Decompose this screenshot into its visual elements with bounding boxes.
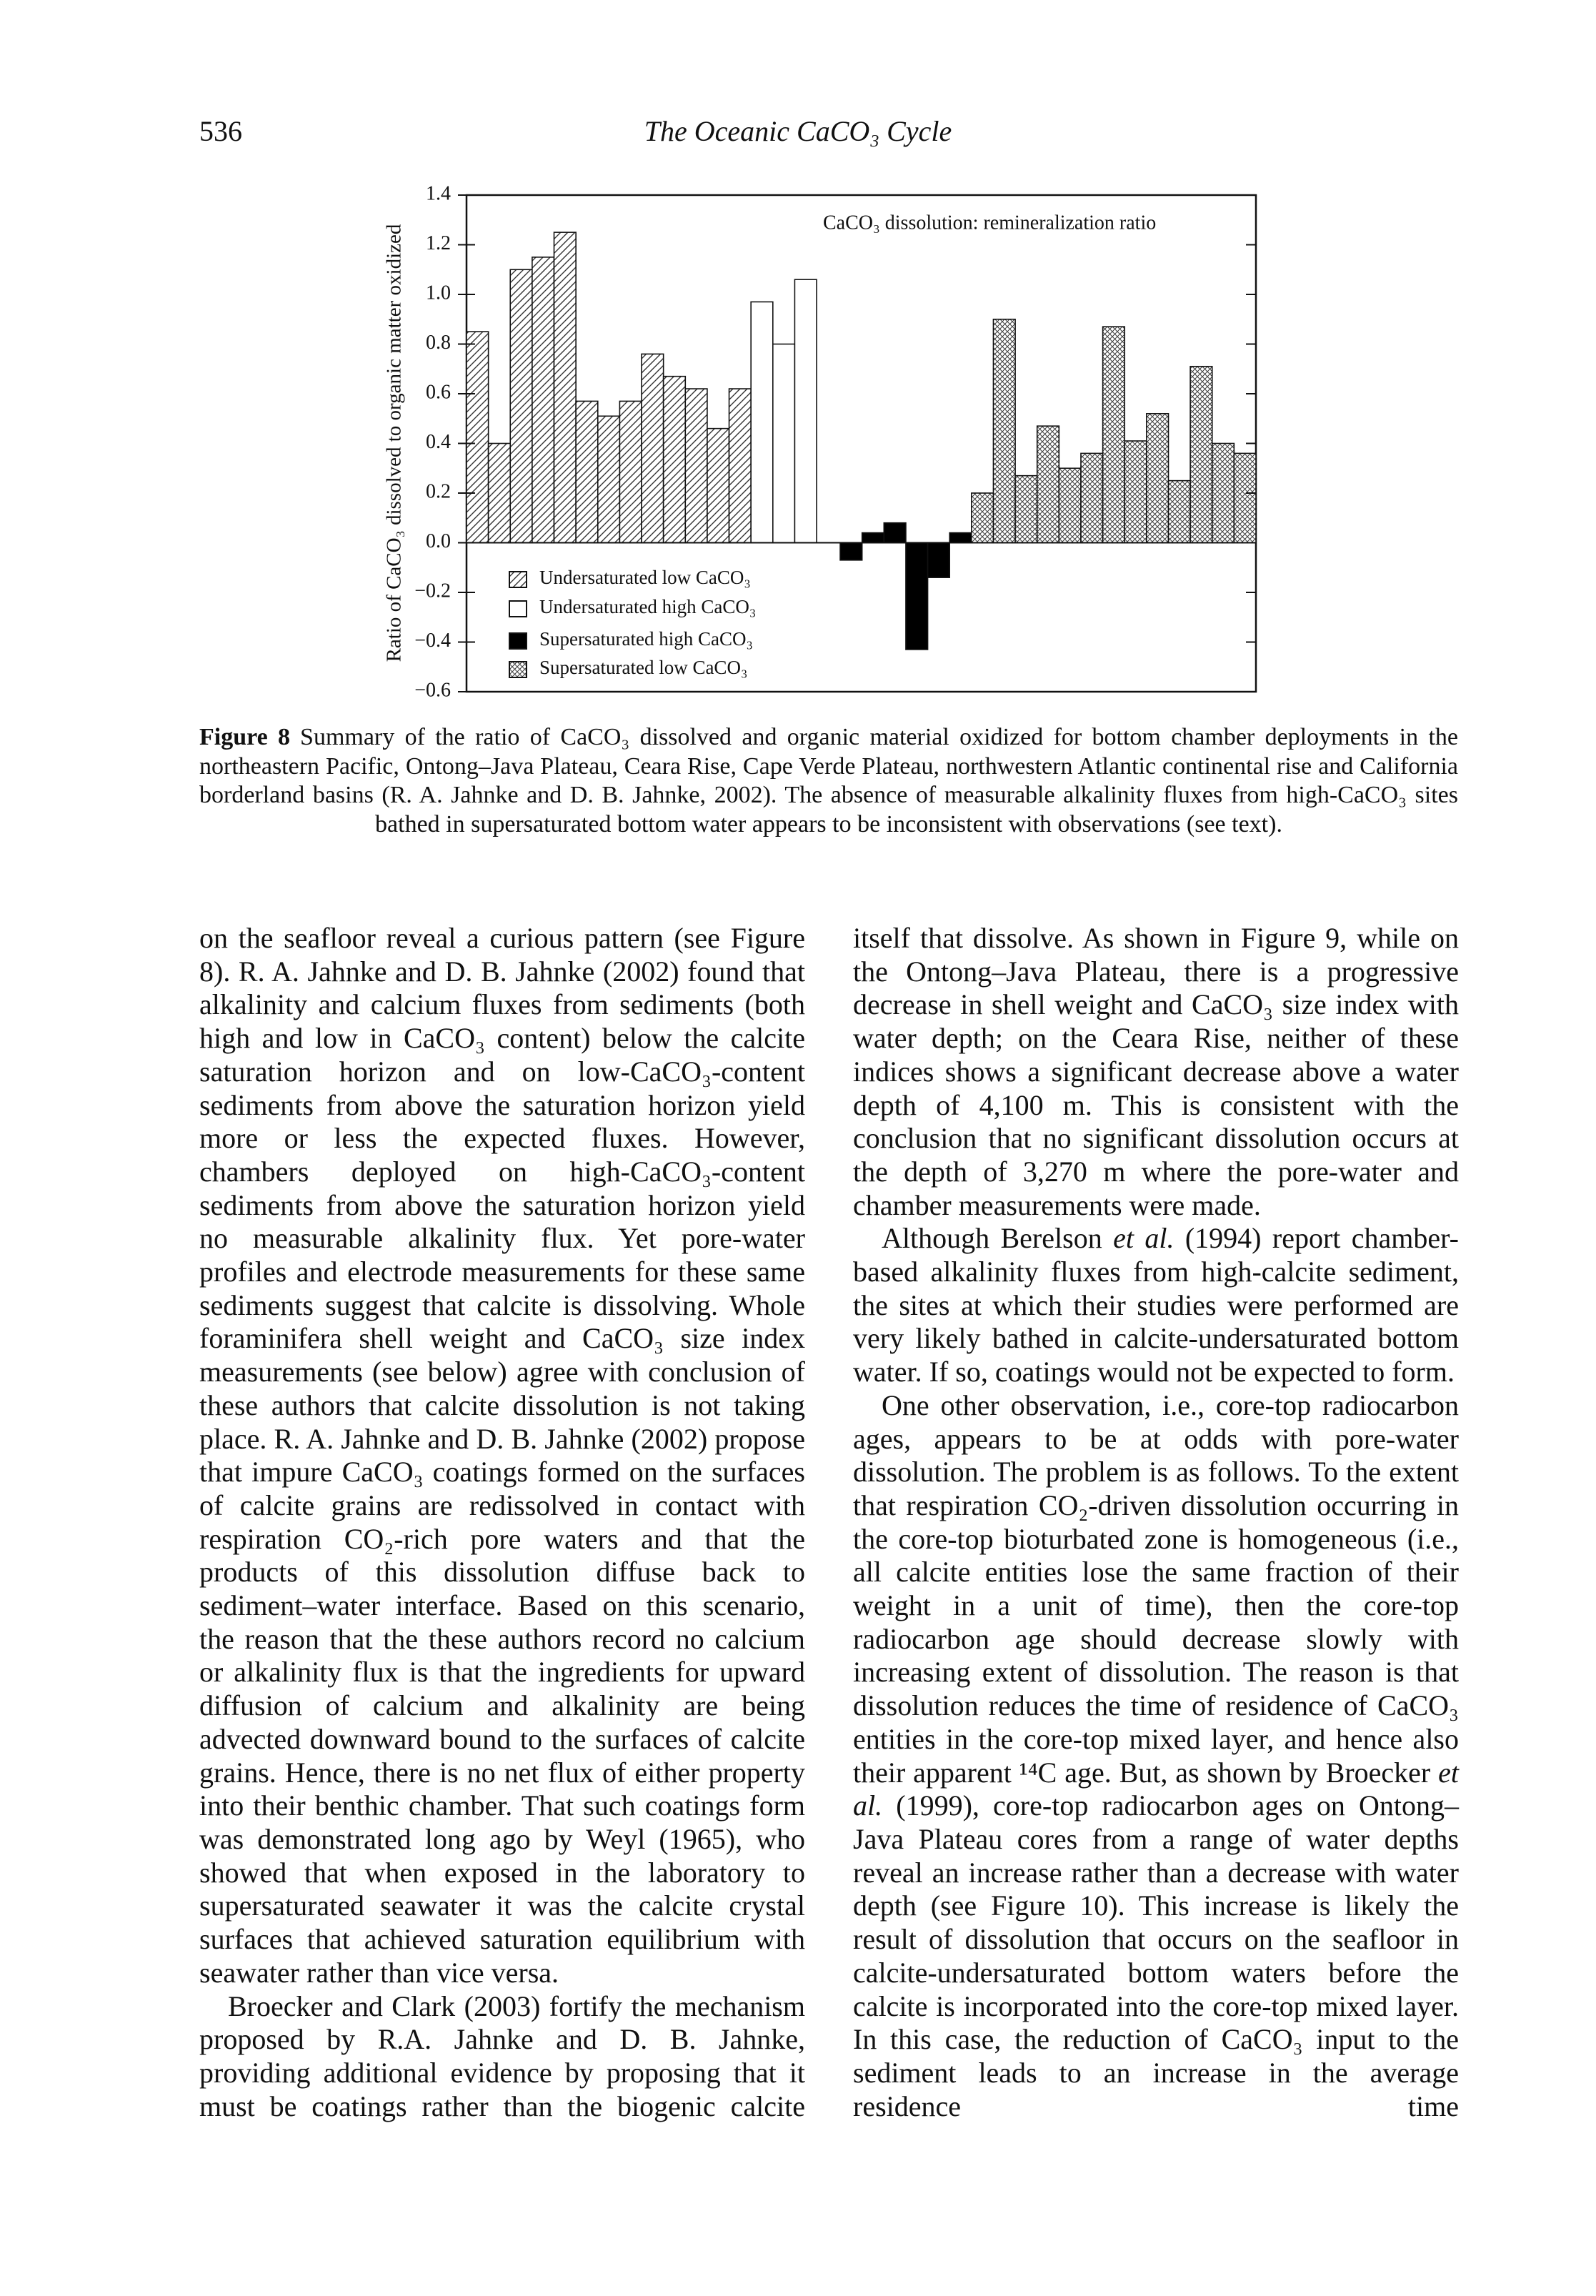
bar <box>750 301 774 544</box>
bar <box>641 353 664 544</box>
y-tick-label: 0.4 <box>426 431 451 453</box>
bar <box>1146 412 1169 544</box>
legend-swatch <box>509 571 527 588</box>
bar <box>487 442 512 544</box>
legend-label: Undersaturated high CaCO₃ <box>539 596 756 617</box>
y-tick-label: 0.2 <box>426 480 451 502</box>
text-column: on the seafloor reveal a curious pattern… <box>199 922 805 2123</box>
paragraph: Although Berelson et al. (1994) report c… <box>853 1222 1459 1389</box>
bar <box>553 232 577 544</box>
bar <box>905 542 929 650</box>
bar <box>1102 326 1126 544</box>
bar <box>1189 365 1213 544</box>
y-tick-label: 0.6 <box>426 381 451 403</box>
y-tick-label: 1.4 <box>426 182 451 204</box>
text-run: itself that dissolve. As shown in Figure… <box>853 922 1459 1221</box>
y-tick-label: −0.2 <box>414 580 451 602</box>
bar <box>662 375 687 544</box>
italic-run: et al. <box>1113 1222 1174 1255</box>
bar <box>532 257 555 544</box>
text-run: Although Berelson <box>882 1222 1114 1255</box>
bar <box>1058 467 1082 544</box>
bar <box>949 532 972 544</box>
y-axis-label: Ratio of CaCO₃ dissolved to organic matt… <box>383 224 406 662</box>
bar <box>794 279 817 544</box>
figure-caption: Figure 8 Summary of the ratio of CaCO₃ di… <box>199 723 1458 839</box>
bar <box>1167 479 1191 544</box>
italic-run: et al. <box>853 1756 1459 1822</box>
bar <box>466 331 489 544</box>
bar <box>1233 452 1257 544</box>
caption-label: Figure 8 <box>199 724 291 750</box>
y-tick-label: 1.0 <box>426 282 451 304</box>
paragraph: on the seafloor reveal a curious pattern… <box>199 922 805 1990</box>
bar <box>1014 474 1038 544</box>
legend-swatch <box>509 632 527 650</box>
text-run: One other observation, i.e., core-top ra… <box>853 1388 1459 1789</box>
bar <box>772 343 796 544</box>
bar <box>1124 440 1147 544</box>
caption-text: Summary of the ratio of CaCO₃ dissolved … <box>199 724 1458 838</box>
paragraph: One other observation, i.e., core-top ra… <box>853 1389 1459 2123</box>
text-run: (1994) report chamber-based alkalinity f… <box>853 1222 1459 1388</box>
legend-swatch <box>509 661 527 678</box>
legend-label: Supersaturated low CaCO₃ <box>539 657 747 678</box>
paragraph: itself that dissolve. As shown in Figure… <box>853 922 1459 1222</box>
bar <box>509 269 533 544</box>
running-title: The Oceanic CaCO₃ Cycle <box>644 115 952 147</box>
y-tick-label: −0.4 <box>414 630 451 652</box>
y-tick-label: 1.2 <box>426 232 451 254</box>
bar <box>1080 452 1104 544</box>
bar <box>861 532 885 544</box>
text-run: (1999), core-top radiocarbon ages on Ont… <box>853 1789 1459 2122</box>
bar <box>728 388 752 544</box>
text-run: on the seafloor reveal a curious pattern… <box>199 922 805 1989</box>
bar <box>575 400 599 544</box>
bar <box>597 415 621 544</box>
paragraph: Broecker and Clark (2003) fortify the me… <box>199 1990 805 2124</box>
bar <box>927 542 950 578</box>
legend-label: Supersaturated high CaCO₃ <box>539 628 753 650</box>
chart-annotation: CaCO₃ dissolution: remineralization rati… <box>823 212 1156 234</box>
bar <box>992 318 1016 544</box>
chart: 1.4 1.2 1.0 0.8 0.6 0.4 0.2 0.0 −0.2 −0.4 −0.6 Rati… <box>383 182 1257 701</box>
text-column: itself that dissolve. As shown in Figure… <box>853 922 1459 2123</box>
text-run: Broecker and Clark (2003) fortify the me… <box>199 1989 805 2122</box>
bar <box>684 388 708 544</box>
legend-label: Undersaturated low CaCO₃ <box>539 567 751 588</box>
bar <box>619 400 642 544</box>
bar <box>971 492 994 544</box>
legend-swatch <box>509 600 527 617</box>
bar <box>1036 425 1060 544</box>
bar <box>839 542 863 561</box>
bar <box>883 522 907 544</box>
y-tick-label: 0.0 <box>426 530 451 552</box>
bar <box>707 427 730 544</box>
page-number: 536 <box>199 115 242 147</box>
y-tick-label: 0.8 <box>426 332 451 354</box>
bar <box>1211 442 1235 544</box>
y-tick-label: −0.6 <box>414 679 451 701</box>
